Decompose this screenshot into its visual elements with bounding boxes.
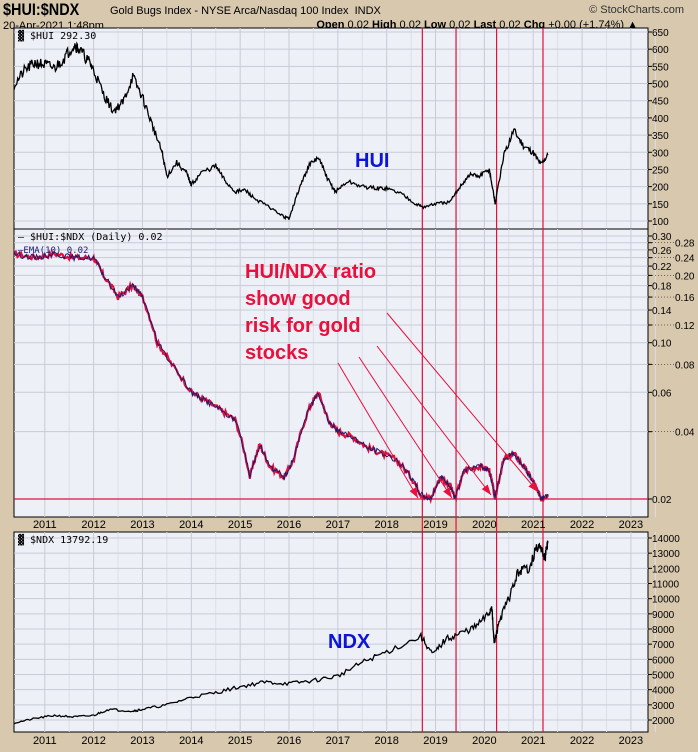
annotation-arrow bbox=[358, 356, 453, 499]
x-tick-label: 2020 bbox=[472, 735, 496, 747]
x-tick-label: 2016 bbox=[277, 735, 301, 747]
annotation-arrow bbox=[337, 362, 419, 499]
y-tick-label: 8000 bbox=[652, 625, 675, 636]
y-tick-label: 7000 bbox=[652, 640, 675, 651]
description-text: Gold Bugs Index - NYSE Arca/Nasdaq 100 I… bbox=[110, 5, 349, 17]
y-tick-label: 13000 bbox=[652, 549, 680, 560]
y-tick-label: 300 bbox=[652, 148, 669, 159]
y-tick-label: 0.20 bbox=[675, 271, 695, 282]
y-tick-label: 100 bbox=[652, 217, 669, 228]
y-tick-label: 10000 bbox=[652, 595, 680, 606]
hui-legend: ▓ $HUI 292.30 bbox=[18, 29, 96, 42]
x-tick-label: 2021 bbox=[521, 735, 545, 747]
y-tick-label: 200 bbox=[652, 183, 669, 194]
panel-0-background bbox=[13, 27, 649, 230]
y-tick-label: 0.16 bbox=[675, 293, 695, 304]
brand-watermark: © StockCharts.com bbox=[589, 4, 684, 16]
x-tick-label: 2011 bbox=[33, 519, 57, 531]
x-tick-label: 2014 bbox=[179, 735, 203, 747]
x-tick-label: 2019 bbox=[423, 735, 447, 747]
y-tick-label: 11000 bbox=[652, 580, 680, 591]
y-tick-label: 350 bbox=[652, 131, 669, 142]
y-tick-label: 2000 bbox=[652, 716, 675, 727]
y-tick-label: 0.06 bbox=[652, 388, 672, 399]
y-tick-label: 0.28 bbox=[675, 239, 695, 250]
arrowhead-icon bbox=[528, 481, 538, 492]
x-tick-label: 2016 bbox=[277, 519, 301, 531]
y-tick-label: 250 bbox=[652, 165, 669, 176]
ndx-legend: ▓ $NDX 13792.19 bbox=[18, 533, 108, 546]
x-tick-label: 2018 bbox=[374, 519, 398, 531]
panel-2-background bbox=[13, 531, 649, 733]
ratio-annotation-line: stocks bbox=[245, 342, 308, 364]
ratio-legend: — $HUI:$NDX (Daily) 0.02 bbox=[18, 232, 163, 243]
x-tick-label: 2021 bbox=[521, 519, 545, 531]
y-tick-label: 650 bbox=[652, 28, 669, 39]
x-tick-label: 2015 bbox=[228, 519, 252, 531]
y-tick-label: 150 bbox=[652, 200, 669, 211]
y-tick-label: 6000 bbox=[652, 655, 675, 666]
x-tick-label: 2011 bbox=[33, 735, 57, 747]
arrowhead-icon bbox=[409, 487, 418, 498]
annotation-arrow bbox=[376, 345, 492, 496]
y-tick-label: 14000 bbox=[652, 534, 680, 545]
y-tick-label: 0.02 bbox=[652, 495, 672, 506]
x-tick-label: 2013 bbox=[130, 519, 154, 531]
annotation-arrow bbox=[386, 312, 539, 493]
y-tick-label: 0.04 bbox=[675, 428, 695, 439]
y-tick-label: 0.12 bbox=[675, 321, 695, 332]
x-tick-label: 2020 bbox=[472, 519, 496, 531]
x-tick-label: 2013 bbox=[130, 735, 154, 747]
y-tick-label: 4000 bbox=[652, 686, 675, 697]
panel-1-background bbox=[13, 228, 649, 518]
x-tick-label: 2012 bbox=[81, 519, 105, 531]
x-tick-label: 2019 bbox=[423, 519, 447, 531]
y-tick-label: 400 bbox=[652, 114, 669, 125]
x-tick-label: 2017 bbox=[326, 519, 350, 531]
y-tick-label: 0.14 bbox=[652, 306, 672, 317]
ema-line bbox=[13, 250, 549, 501]
x-tick-label: 2022 bbox=[570, 735, 594, 747]
y-tick-label: 5000 bbox=[652, 671, 675, 682]
ratio-annotation-line: HUI/NDX ratio bbox=[245, 261, 376, 283]
x-tick-label: 2015 bbox=[228, 735, 252, 747]
y-tick-label: 0.08 bbox=[675, 360, 695, 371]
y-tick-label: 550 bbox=[652, 62, 669, 73]
ema-legend: —EMA(10) 0.02 bbox=[18, 246, 88, 256]
y-tick-label: 0.24 bbox=[675, 254, 695, 265]
x-tick-label: 2014 bbox=[179, 519, 203, 531]
y-tick-label: 450 bbox=[652, 97, 669, 108]
x-tick-label: 2022 bbox=[570, 519, 594, 531]
x-tick-label: 2023 bbox=[619, 735, 643, 747]
ratio-annotation-line: show good bbox=[245, 288, 351, 310]
y-tick-label: 12000 bbox=[652, 564, 680, 575]
y-tick-label: 0.10 bbox=[652, 339, 672, 350]
up-arrow-icon: ▲ bbox=[627, 19, 638, 31]
y-tick-label: 0.30 bbox=[652, 232, 672, 243]
hui-annotation: HUI bbox=[355, 150, 389, 172]
y-tick-label: 600 bbox=[652, 45, 669, 56]
y-tick-label: 0.18 bbox=[652, 282, 672, 293]
ratio-annotation-line: risk for gold bbox=[245, 315, 361, 337]
hui-price-line bbox=[13, 41, 549, 221]
ndx-price-line bbox=[13, 540, 549, 725]
chart-symbol: $HUI:$NDX bbox=[3, 0, 80, 19]
y-tick-label: 3000 bbox=[652, 701, 675, 712]
exchange: INDX bbox=[354, 5, 381, 17]
x-tick-label: 2018 bbox=[374, 735, 398, 747]
y-tick-label: 0.22 bbox=[652, 262, 672, 273]
y-tick-label: 9000 bbox=[652, 610, 675, 621]
y-tick-label: 0.26 bbox=[652, 246, 672, 257]
y-tick-label: 500 bbox=[652, 80, 669, 91]
arrowhead-icon bbox=[443, 487, 452, 498]
chart-description: Gold Bugs Index - NYSE Arca/Nasdaq 100 I… bbox=[110, 5, 381, 18]
x-tick-label: 2012 bbox=[81, 735, 105, 747]
x-tick-label: 2017 bbox=[326, 735, 350, 747]
ndx-annotation: NDX bbox=[328, 631, 371, 653]
arrowhead-icon bbox=[481, 484, 491, 495]
x-tick-label: 2023 bbox=[619, 519, 643, 531]
